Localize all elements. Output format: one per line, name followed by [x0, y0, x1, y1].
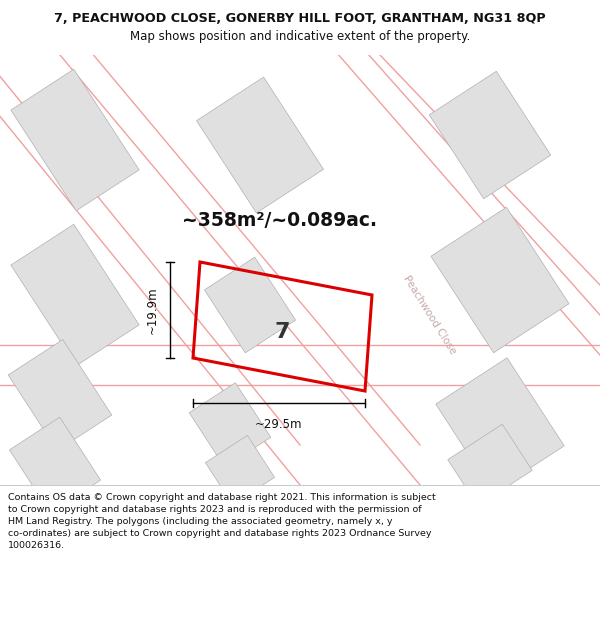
Bar	[8, 339, 112, 451]
Bar	[10, 418, 101, 512]
Text: 7: 7	[275, 321, 290, 341]
Text: Peachwood Close: Peachwood Close	[402, 274, 458, 356]
Text: ~358m²/~0.089ac.: ~358m²/~0.089ac.	[182, 211, 377, 229]
Bar	[189, 382, 271, 468]
Text: 7, PEACHWOOD CLOSE, GONERBY HILL FOOT, GRANTHAM, NG31 8QP: 7, PEACHWOOD CLOSE, GONERBY HILL FOOT, G…	[54, 12, 546, 25]
Text: ~29.5m: ~29.5m	[255, 419, 303, 431]
Bar	[429, 71, 551, 199]
Bar	[11, 69, 139, 211]
Bar	[205, 436, 275, 504]
Bar	[11, 224, 139, 366]
Text: Contains OS data © Crown copyright and database right 2021. This information is : Contains OS data © Crown copyright and d…	[8, 493, 436, 549]
Text: ~19.9m: ~19.9m	[146, 286, 158, 334]
Bar	[436, 358, 564, 492]
Bar	[205, 258, 296, 352]
Text: Map shows position and indicative extent of the property.: Map shows position and indicative extent…	[130, 30, 470, 43]
Bar	[448, 424, 532, 506]
Bar	[431, 208, 569, 352]
Bar	[196, 77, 323, 213]
